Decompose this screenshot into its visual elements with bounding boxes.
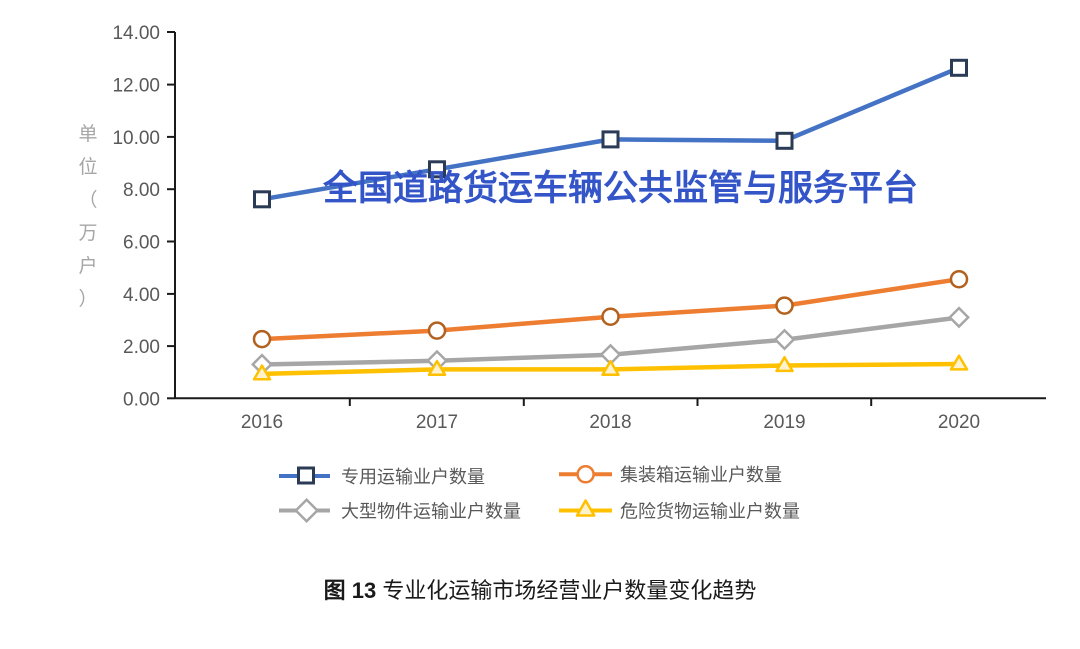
svg-text:位: 位	[78, 156, 97, 178]
svg-text:2020: 2020	[938, 412, 980, 433]
svg-text:危险货物运输业户数量: 危险货物运输业户数量	[620, 502, 800, 522]
svg-text:集装箱运输业户数量: 集装箱运输业户数量	[620, 465, 782, 485]
svg-text:专用运输业户数量: 专用运输业户数量	[341, 467, 485, 487]
svg-text:大型物件运输业户数量: 大型物件运输业户数量	[341, 502, 521, 522]
svg-text:0.00: 0.00	[123, 389, 160, 410]
svg-text:图 13 专业化运输市场经营业户数量变化趋势: 图 13 专业化运输市场经营业户数量变化趋势	[324, 578, 757, 603]
svg-text:单: 单	[78, 123, 97, 145]
svg-text:全国道路货运车辆公共监管与服务平台: 全国道路货运车辆公共监管与服务平台	[322, 168, 918, 208]
svg-text:6.00: 6.00	[123, 233, 160, 254]
svg-text:4.00: 4.00	[123, 285, 160, 306]
svg-text:万: 万	[78, 223, 97, 244]
svg-text:2016: 2016	[241, 412, 283, 433]
svg-text:12.00: 12.00	[112, 76, 160, 97]
svg-text:8.00: 8.00	[123, 180, 160, 201]
svg-text:2017: 2017	[416, 412, 458, 433]
svg-text:）: ）	[78, 288, 97, 310]
svg-text:户: 户	[78, 255, 97, 277]
svg-text:2.00: 2.00	[123, 337, 160, 358]
svg-text:10.00: 10.00	[112, 128, 160, 149]
svg-text:2019: 2019	[763, 412, 805, 433]
svg-text:（: （	[78, 189, 97, 211]
svg-text:14.00: 14.00	[112, 23, 160, 44]
svg-text:2018: 2018	[589, 412, 631, 433]
